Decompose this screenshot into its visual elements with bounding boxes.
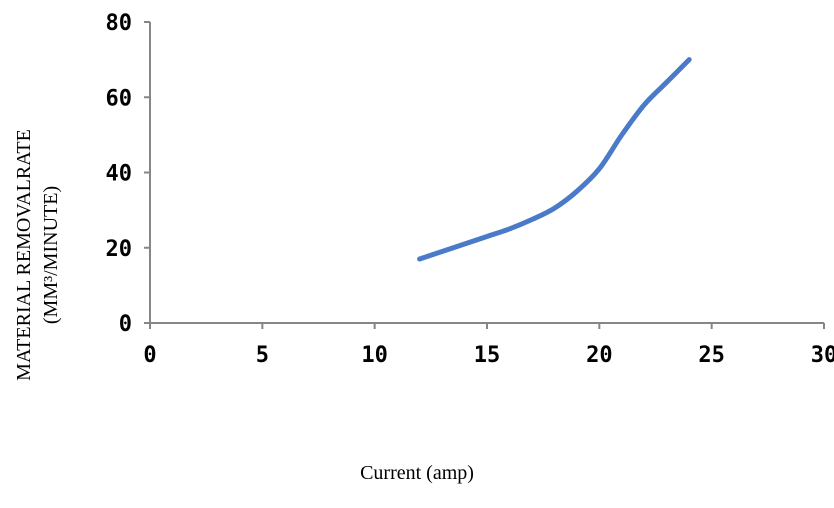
y-axis-title-line2: (MM³/MINUTE) xyxy=(40,185,62,325)
chart-axes xyxy=(149,22,824,324)
y-axis-title-line1: MATERIAL REMOVALRATE xyxy=(13,129,35,381)
x-ticks: 0 5 10 15 20 25 30 xyxy=(143,323,834,368)
y-ticks: 0 20 40 60 80 xyxy=(106,11,150,337)
x-tick-label: 30 xyxy=(811,343,834,368)
y-tick-label: 60 xyxy=(106,86,133,111)
y-tick-label: 40 xyxy=(106,162,133,187)
x-tick-label: 10 xyxy=(361,343,388,368)
x-tick-label: 20 xyxy=(586,343,613,368)
plot-area xyxy=(417,57,692,262)
x-tick-label: 25 xyxy=(698,343,725,368)
x-tick-label: 0 xyxy=(143,343,156,368)
series-line xyxy=(417,57,692,262)
x-tick-label: 5 xyxy=(256,343,269,368)
x-axis-title: Current (amp) xyxy=(360,462,474,484)
x-tick-label: 15 xyxy=(474,343,501,368)
y-tick-label: 20 xyxy=(106,237,133,262)
y-axis-title: MATERIAL REMOVALRATE (MM³/MINUTE) xyxy=(8,90,68,420)
y-tick-label: 80 xyxy=(106,11,133,36)
y-tick-label: 0 xyxy=(119,312,132,337)
